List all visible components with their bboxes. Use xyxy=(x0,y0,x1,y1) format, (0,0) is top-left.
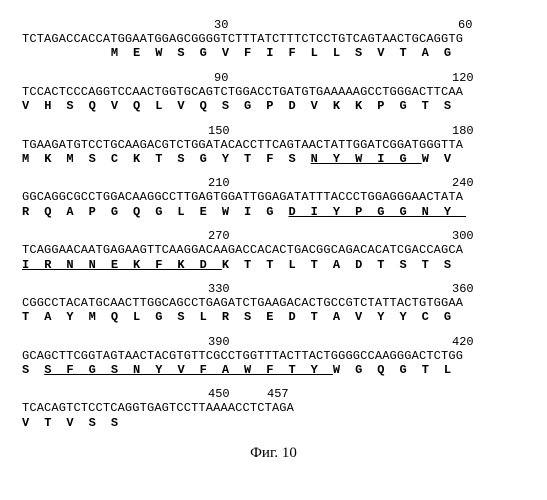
position-number: 300 xyxy=(452,229,474,243)
aa-segment: R Q A P G Q G L E W I G xyxy=(22,205,288,219)
figure-caption: Фиг. 10 xyxy=(22,444,525,462)
cdr-region: N Y W I G xyxy=(311,152,422,166)
position-number: 330 xyxy=(208,282,230,296)
cdr-region: I R N N E K F K D xyxy=(22,258,222,272)
dna-sequence: TCCACTCCCAGGTCCAACTGGTGCAGTCTGGACCTGATGT… xyxy=(22,85,525,99)
position-number: 90 xyxy=(214,71,228,85)
amino-acid-sequence: R Q A P G Q G L E W I G D I Y P G G N Y xyxy=(22,205,525,219)
dna-sequence: TCTAGACCACCATGGAATGGAGCGGGGTCTTTATCTTTCT… xyxy=(22,32,525,46)
sequence-block: 90 120TCCACTCCCAGGTCCAACTGGTGCAGTCTGGACCT… xyxy=(22,71,525,114)
dna-sequence: CGGCCTACATGCAACTTGGCAGCCTGAGATCTGAAGACAC… xyxy=(22,296,525,310)
sequence-block: 210 240GGCAGGCGCCTGGACAAGGCCTTGAGTGGATTGG… xyxy=(22,176,525,219)
position-number: 457 xyxy=(267,387,289,401)
position-numbers: 150 180 xyxy=(22,124,525,138)
dna-sequence: GCAGCTTCGGTAGTAACTACGTGTTCGCCTGGTTTACTTA… xyxy=(22,349,525,363)
position-number: 360 xyxy=(452,282,474,296)
sequence-block: 30 60TCTAGACCACCATGGAATGGAGCGGGGTCTTTATCT… xyxy=(22,18,525,61)
amino-acid-sequence: I R N N E K F K D K T T L T A D T S T S xyxy=(22,258,525,272)
position-number: 240 xyxy=(452,176,474,190)
position-number: 210 xyxy=(208,176,230,190)
sequence-block: 270 300TCAGGAACAATGAGAAGTTCAAGGACAAGACCAC… xyxy=(22,229,525,272)
position-numbers: 450 457 xyxy=(22,387,525,401)
position-number: 180 xyxy=(452,124,474,138)
amino-acid-sequence: S S F G S N Y V F A W F T Y W G Q G T L xyxy=(22,363,525,377)
dna-sequence: TCACAGTCTCCTCAGGTGAGTCCTTAAAACCTCTAGA xyxy=(22,401,525,415)
amino-acid-sequence: V T V S S xyxy=(22,416,525,430)
position-number: 150 xyxy=(208,124,230,138)
position-number: 60 xyxy=(458,18,472,32)
position-numbers: 390 420 xyxy=(22,335,525,349)
amino-acid-sequence: M K M S C K T S G Y T F S N Y W I G W V xyxy=(22,152,525,166)
sequence-block: 390 420GCAGCTTCGGTAGTAACTACGTGTTCGCCTGGTT… xyxy=(22,335,525,378)
aa-segment: T A Y M Q L G S L R S E D T A V Y Y C G xyxy=(22,310,466,324)
aa-segment: W G Q G T L xyxy=(333,363,466,377)
cdr-region: S F G S N Y V F A W F T Y xyxy=(44,363,333,377)
amino-acid-sequence: M E W S G V F I F L L S V T A G xyxy=(22,46,525,60)
amino-acid-sequence: V H S Q V Q L V Q S G P D V K K P G T S xyxy=(22,99,525,113)
dna-sequence: GGCAGGCGCCTGGACAAGGCCTTGAGTGGATTGGAGATAT… xyxy=(22,190,525,204)
position-number: 270 xyxy=(208,229,230,243)
sequence-block: 450 457TCACAGTCTCCTCAGGTGAGTCCTTAAAACCTCT… xyxy=(22,387,525,430)
position-numbers: 210 240 xyxy=(22,176,525,190)
amino-acid-sequence: T A Y M Q L G S L R S E D T A V Y Y C G xyxy=(22,310,525,324)
aa-segment: V T V S S xyxy=(22,416,118,430)
sequence-figure: 30 60TCTAGACCACCATGGAATGGAGCGGGGTCTTTATCT… xyxy=(22,18,525,430)
position-number: 450 xyxy=(208,387,230,401)
aa-segment: M E W S G V F I F L L S V T A G xyxy=(22,46,466,60)
aa-segment: S xyxy=(22,363,44,377)
position-numbers: 270 300 xyxy=(22,229,525,243)
position-number: 420 xyxy=(452,335,474,349)
cdr-region: D I Y P G G N Y xyxy=(288,205,466,219)
dna-sequence: TGAAGATGTCCTGCAAGACGTCTGGATACACCTTCAGTAA… xyxy=(22,138,525,152)
position-numbers: 30 60 xyxy=(22,18,525,32)
position-numbers: 330 360 xyxy=(22,282,525,296)
position-number: 390 xyxy=(208,335,230,349)
aa-segment: W V xyxy=(422,152,466,166)
sequence-block: 150 180TGAAGATGTCCTGCAAGACGTCTGGATACACCTT… xyxy=(22,124,525,167)
position-numbers: 90 120 xyxy=(22,71,525,85)
aa-segment: K T T L T A D T S T S xyxy=(222,258,466,272)
aa-segment: V H S Q V Q L V Q S G P D V K K P G T S xyxy=(22,99,466,113)
aa-segment: M K M S C K T S G Y T F S xyxy=(22,152,311,166)
position-number: 120 xyxy=(452,71,474,85)
dna-sequence: TCAGGAACAATGAGAAGTTCAAGGACAAGACCACACTGAC… xyxy=(22,243,525,257)
sequence-block: 330 360CGGCCTACATGCAACTTGGCAGCCTGAGATCTGA… xyxy=(22,282,525,325)
position-number: 30 xyxy=(214,18,228,32)
